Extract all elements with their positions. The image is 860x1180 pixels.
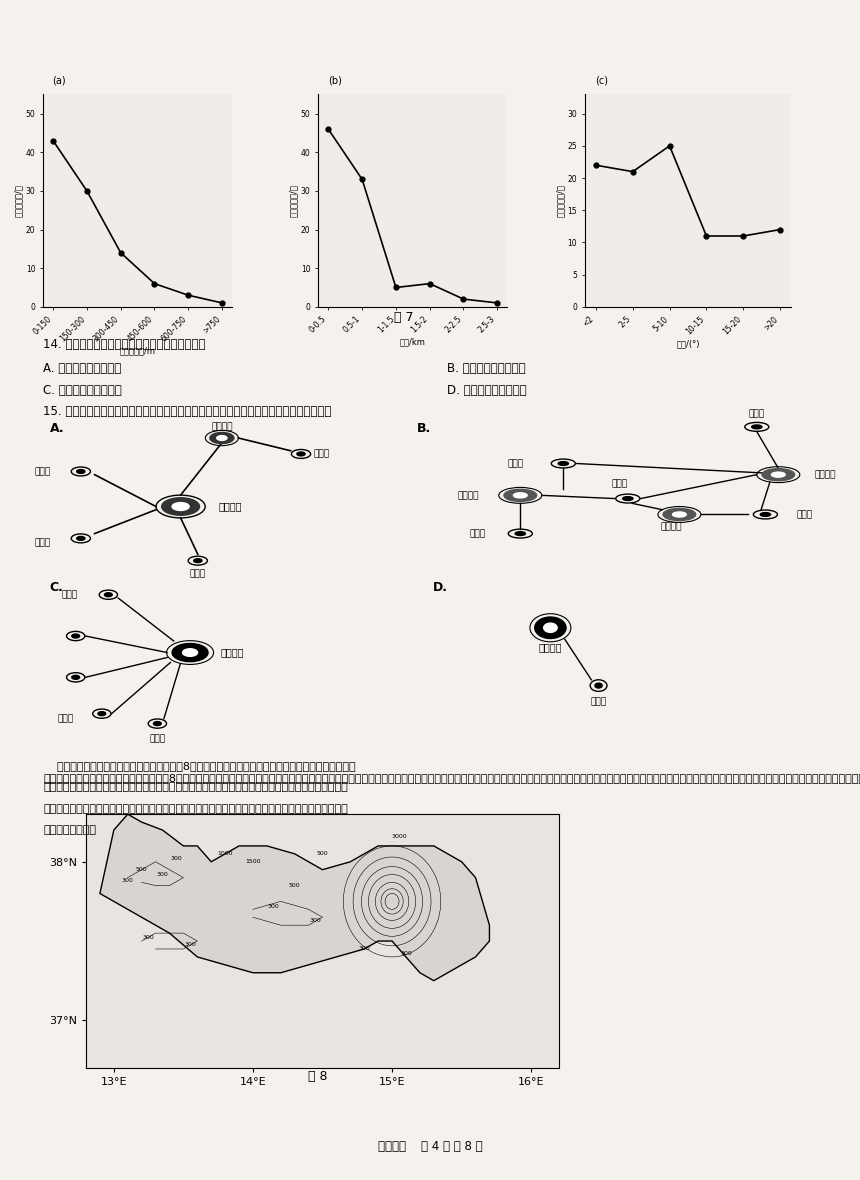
Text: A.: A. bbox=[50, 421, 64, 434]
Text: 300: 300 bbox=[359, 946, 370, 951]
Y-axis label: 古村镇数量/个: 古村镇数量/个 bbox=[556, 184, 565, 217]
Text: (b): (b) bbox=[328, 76, 341, 86]
Circle shape bbox=[297, 452, 305, 455]
Text: 往欧盟乃至全球。该地区血橙拥有更丰富的花色苷含量，提取其精华，产品有口服液、胶囊、片剂等。据: 往欧盟乃至全球。该地区血橙拥有更丰富的花色苷含量，提取其精华，产品有口服液、胶囊… bbox=[43, 804, 347, 813]
Circle shape bbox=[544, 623, 557, 632]
Text: 铁炉村: 铁炉村 bbox=[61, 590, 77, 599]
Circle shape bbox=[77, 470, 85, 473]
Text: 300: 300 bbox=[122, 878, 133, 884]
Circle shape bbox=[172, 503, 189, 511]
X-axis label: 坡度/(°): 坡度/(°) bbox=[676, 339, 700, 348]
Text: 300: 300 bbox=[170, 857, 182, 861]
Text: 花楸村: 花楸村 bbox=[749, 409, 765, 419]
Circle shape bbox=[104, 592, 113, 597]
Text: 15. 南方丝绸之路四川段沿线，分布于大起伏、中高海拔山地地区的典型古村镇空间结构是: 15. 南方丝绸之路四川段沿线，分布于大起伏、中高海拔山地地区的典型古村镇空间结… bbox=[43, 406, 331, 419]
Y-axis label: 古村镇数量/个: 古村镇数量/个 bbox=[289, 184, 298, 217]
Circle shape bbox=[558, 461, 568, 465]
Text: 罗坝古镇: 罗坝古镇 bbox=[212, 422, 232, 432]
Text: 300: 300 bbox=[184, 942, 196, 946]
Circle shape bbox=[98, 712, 106, 715]
Text: 上里古镇: 上里古镇 bbox=[458, 491, 480, 500]
Text: 高兴村: 高兴村 bbox=[508, 459, 524, 468]
Y-axis label: 古村镇数量/个: 古村镇数量/个 bbox=[14, 184, 23, 217]
Text: 新添村: 新添村 bbox=[35, 467, 51, 476]
Circle shape bbox=[210, 432, 234, 444]
Text: 鲤鱼古镇: 鲤鱼古镇 bbox=[218, 502, 242, 511]
Circle shape bbox=[77, 537, 85, 540]
Circle shape bbox=[673, 512, 686, 517]
Circle shape bbox=[217, 435, 227, 440]
Text: 血橙是柑橘的一个品种，喜温热、怕涝。图8为意大利西西里岛，岛上广布的火山上多孔隙，富含镁、铁、钾等多种元素，是世界优质血橙产区。通过洗净、筛选、信息录入追溯编码: 血橙是柑橘的一个品种，喜温热、怕涝。图8为意大利西西里岛，岛上广布的火山上多孔隙… bbox=[43, 761, 860, 782]
Circle shape bbox=[760, 512, 771, 517]
Text: 300: 300 bbox=[310, 918, 322, 923]
Text: 平乐古镇: 平乐古镇 bbox=[815, 470, 836, 479]
Circle shape bbox=[513, 493, 527, 498]
Text: 图 7: 图 7 bbox=[395, 312, 414, 325]
Circle shape bbox=[623, 497, 633, 500]
Text: D.: D. bbox=[433, 582, 447, 595]
Circle shape bbox=[182, 649, 198, 656]
Text: 大坝古镇: 大坝古镇 bbox=[538, 643, 562, 653]
Text: 百丈古镇: 百丈古镇 bbox=[660, 523, 681, 532]
Text: 大星村: 大星村 bbox=[314, 450, 329, 459]
Circle shape bbox=[71, 634, 80, 638]
Text: 朱场村: 朱场村 bbox=[611, 480, 627, 489]
Text: 500: 500 bbox=[316, 851, 329, 857]
Circle shape bbox=[504, 490, 537, 502]
Circle shape bbox=[752, 425, 762, 428]
Text: 300: 300 bbox=[400, 951, 412, 956]
Circle shape bbox=[172, 643, 208, 662]
Text: C.: C. bbox=[50, 582, 64, 595]
Text: 后盐村: 后盐村 bbox=[470, 529, 485, 538]
X-axis label: 海拔/km: 海拔/km bbox=[400, 337, 426, 347]
X-axis label: 地形起伏度/m: 地形起伏度/m bbox=[120, 346, 156, 355]
Text: 3000: 3000 bbox=[391, 834, 407, 839]
Text: 血橙是柑橘的一个品种，喜温热、怕涝。图8为意大利西西里岛，岛上广布的火山上多孔隙，富含镁、: 血橙是柑橘的一个品种，喜温热、怕涝。图8为意大利西西里岛，岛上广布的火山上多孔隙… bbox=[43, 761, 356, 771]
Text: 箭板古镇: 箭板古镇 bbox=[221, 648, 244, 657]
Text: (c): (c) bbox=[595, 76, 608, 86]
Circle shape bbox=[153, 722, 162, 726]
Circle shape bbox=[535, 617, 566, 638]
Text: 地理试卷    第 4 页 共 8 页: 地理试卷 第 4 页 共 8 页 bbox=[378, 1141, 482, 1154]
Polygon shape bbox=[100, 814, 489, 981]
Text: B.: B. bbox=[417, 421, 432, 434]
Text: 1500: 1500 bbox=[245, 859, 261, 864]
Circle shape bbox=[762, 468, 795, 480]
Text: 14. 南方丝绸之路四川段沿线古村镇主要分布地区: 14. 南方丝绸之路四川段沿线古村镇主要分布地区 bbox=[43, 339, 206, 352]
Text: D. 村镇聚落经济联系弱: D. 村镇聚落经济联系弱 bbox=[447, 385, 527, 398]
Text: C. 基础设施建设成本低: C. 基础设施建设成本低 bbox=[43, 385, 122, 398]
Circle shape bbox=[162, 498, 200, 516]
Text: B. 自然灾害发生频次高: B. 自然灾害发生频次高 bbox=[447, 362, 525, 375]
Text: 300: 300 bbox=[268, 904, 280, 909]
Text: 齐心村: 齐心村 bbox=[35, 538, 51, 548]
Text: 图 8: 图 8 bbox=[309, 1070, 328, 1083]
Text: 500: 500 bbox=[289, 883, 300, 889]
Text: A. 水路交通运输为主体: A. 水路交通运输为主体 bbox=[43, 362, 121, 375]
Text: (a): (a) bbox=[52, 76, 66, 86]
Text: 500: 500 bbox=[136, 867, 147, 872]
Circle shape bbox=[194, 559, 202, 563]
Circle shape bbox=[663, 509, 696, 520]
Circle shape bbox=[515, 532, 525, 536]
Text: 铁、钾等多种元素，是世界优质血橙产区。通过洗净、筛选、信息录入追溯编码等技术手段分类包装，销: 铁、钾等多种元素，是世界优质血橙产区。通过洗净、筛选、信息录入追溯编码等技术手段… bbox=[43, 782, 347, 792]
Text: 庆元村: 庆元村 bbox=[58, 714, 74, 723]
Text: 1000: 1000 bbox=[218, 851, 233, 857]
Text: 仙阁村: 仙阁村 bbox=[796, 510, 812, 519]
Circle shape bbox=[595, 683, 602, 688]
Text: 300: 300 bbox=[143, 936, 155, 940]
Text: 顶仙村: 顶仙村 bbox=[150, 734, 165, 743]
Text: 300: 300 bbox=[157, 872, 169, 877]
Text: 此完成下面小题。: 此完成下面小题。 bbox=[43, 825, 96, 834]
Text: 复兴村: 复兴村 bbox=[190, 569, 206, 578]
Circle shape bbox=[771, 472, 785, 477]
Text: 天星村: 天星村 bbox=[591, 697, 606, 707]
Circle shape bbox=[71, 675, 80, 680]
